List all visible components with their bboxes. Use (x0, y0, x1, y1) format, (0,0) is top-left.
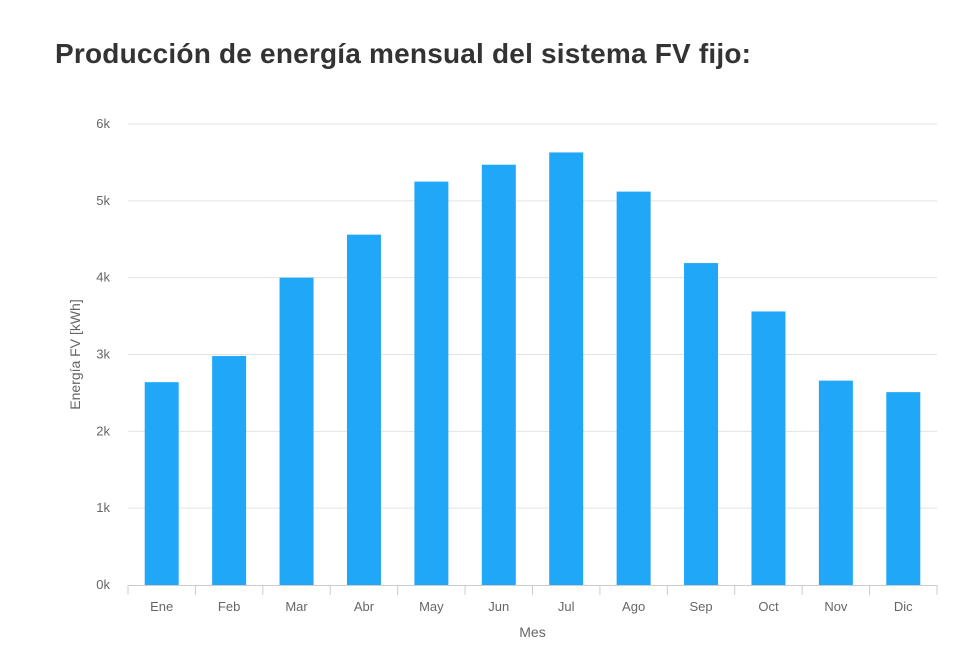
x-tick-label: May (419, 599, 444, 614)
x-tick-label: Jul (558, 599, 575, 614)
x-axis (127, 585, 938, 595)
bar-dic (886, 392, 921, 585)
x-tick-label: Nov (824, 599, 848, 614)
x-tick-label: Sep (689, 599, 712, 614)
y-tick-label: 4k (96, 270, 110, 285)
bar-sep (684, 263, 719, 585)
bar-feb (212, 356, 247, 585)
x-axis-ticks: Ene Feb Mar Abr May Jun Jul Ago Sep Oct Nov Dic (150, 599, 913, 614)
x-tick-label: Abr (354, 599, 375, 614)
x-tick-label: Ago (622, 599, 645, 614)
bar-may (414, 181, 449, 585)
bar-jul (549, 152, 584, 585)
y-tick-label: 0k (96, 577, 110, 592)
y-tick-label: 6k (96, 116, 110, 131)
bar-oct (751, 311, 786, 585)
bar-jun (481, 164, 516, 585)
y-tick-label: 3k (96, 347, 110, 362)
x-tick-label: Ene (150, 599, 173, 614)
x-axis-title: Mes (519, 624, 545, 640)
x-tick-label: Oct (758, 599, 779, 614)
y-tick-label: 5k (96, 193, 110, 208)
bar-ene (144, 382, 179, 585)
x-tick-label: Dic (894, 599, 913, 614)
bar-nov (818, 380, 853, 585)
x-tick-label: Mar (285, 599, 308, 614)
y-tick-label: 1k (96, 500, 110, 515)
y-tick-label: 2k (96, 423, 110, 438)
y-axis-ticks: 0k 1k 2k 3k 4k 5k 6k (96, 116, 110, 592)
chart-title: Producción de energía mensual del sistem… (55, 38, 752, 69)
y-axis-title: Energía FV [kWh] (67, 299, 83, 409)
bar-mar (279, 277, 314, 585)
bar-ago (616, 191, 651, 585)
x-tick-label: Jun (488, 599, 509, 614)
x-tick-label: Feb (218, 599, 240, 614)
bars (144, 152, 921, 585)
bar-abr (346, 234, 381, 585)
gridlines (128, 123, 937, 509)
